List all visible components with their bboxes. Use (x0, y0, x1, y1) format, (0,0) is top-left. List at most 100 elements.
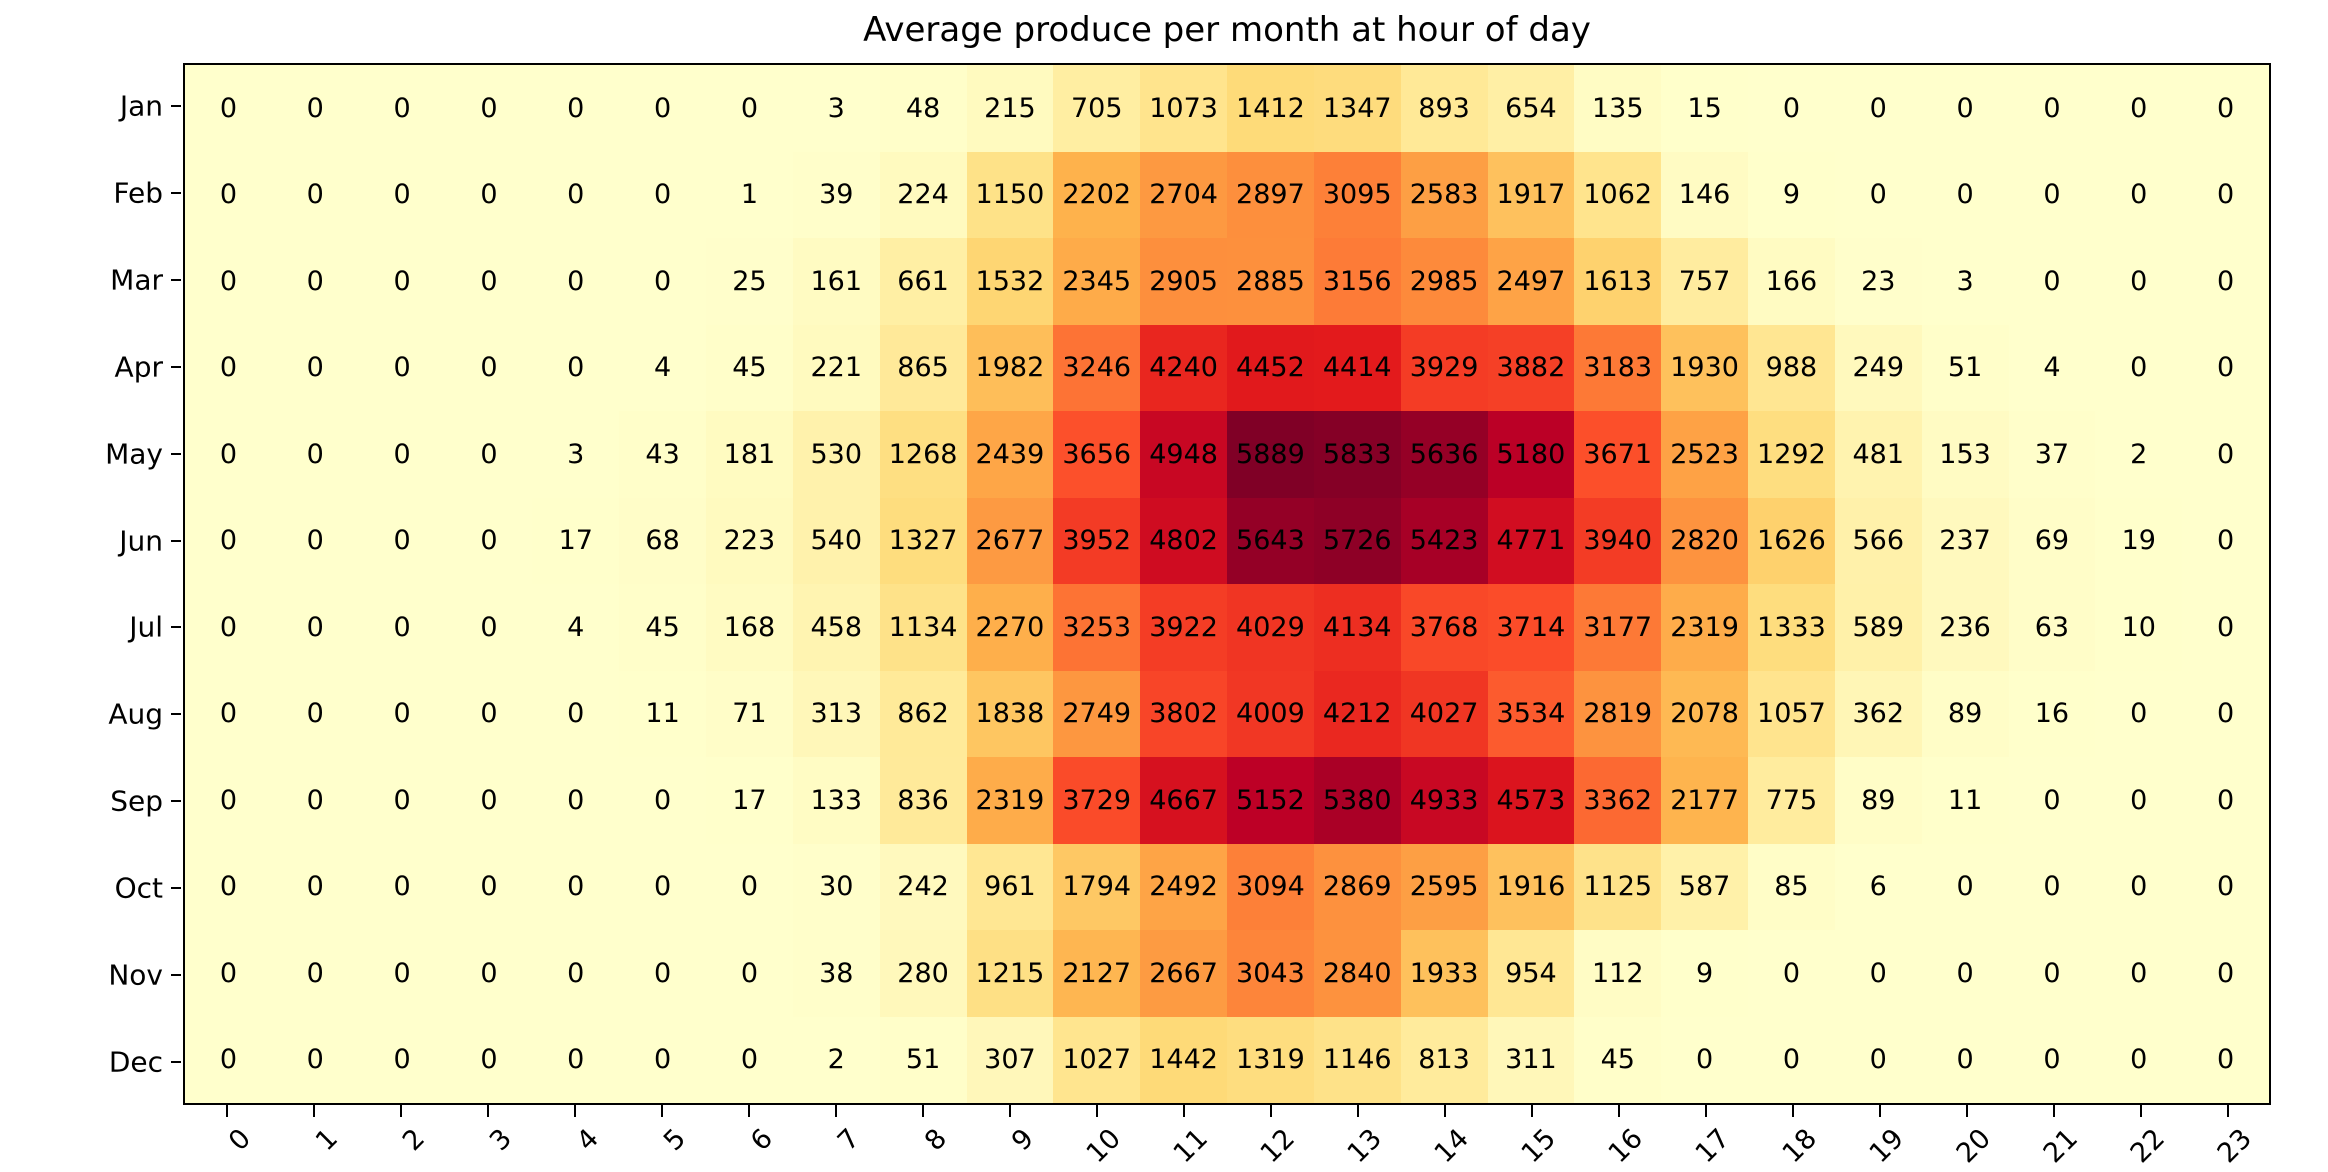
heatmap-cell: 0 (2095, 65, 2183, 152)
y-tick-label: Jun (119, 524, 163, 558)
heatmap-cell: 2319 (966, 757, 1054, 844)
heatmap-cell: 0 (2095, 151, 2183, 238)
x-tick-label: 4 (570, 1123, 605, 1158)
heatmap-cell: 69 (2008, 497, 2096, 584)
heatmap-cell: 221 (792, 324, 880, 411)
heatmap-cell: 3656 (1053, 411, 1141, 498)
heatmap-cell: 0 (445, 930, 533, 1017)
x-tick-label: 17 (1689, 1123, 1736, 1170)
heatmap-cell: 0 (2182, 843, 2269, 930)
heatmap-cell: 3 (792, 65, 880, 152)
heatmap-cell: 43 (619, 411, 706, 498)
heatmap-cell: 4029 (1227, 584, 1314, 671)
heatmap-cell: 0 (619, 238, 706, 325)
heatmap-cell: 0 (185, 1016, 272, 1103)
heatmap-cell: 4948 (1140, 411, 1227, 498)
heatmap-cell: 0 (706, 65, 793, 152)
heatmap-cell: 0 (271, 843, 359, 930)
heatmap-cell: 161 (792, 238, 880, 325)
heatmap-cell: 865 (879, 324, 967, 411)
heatmap-cell: 0 (706, 843, 793, 930)
heatmap-cell: 5152 (1227, 757, 1314, 844)
heatmap-cell: 0 (706, 1016, 793, 1103)
heatmap-cell: 0 (2182, 65, 2269, 152)
x-tick-label: 12 (1254, 1123, 1301, 1170)
heatmap-cell: 168 (706, 584, 793, 671)
heatmap-cell: 0 (1661, 1016, 1748, 1103)
heatmap-cell: 166 (1748, 238, 1835, 325)
heatmap-cell: 2 (2095, 411, 2183, 498)
heatmap-cell: 0 (2095, 324, 2183, 411)
heatmap-cell: 4667 (1140, 757, 1227, 844)
heatmap-cell: 2345 (1053, 238, 1141, 325)
y-tick-mark (171, 973, 181, 976)
x-tick-mark (1617, 1105, 1620, 1117)
heatmap-cell: 4240 (1140, 324, 1227, 411)
heatmap-cell: 39 (792, 151, 880, 238)
heatmap-cell: 3768 (1400, 584, 1488, 671)
x-tick-mark (1356, 1105, 1359, 1117)
heatmap-cell: 540 (792, 497, 880, 584)
heatmap-cell: 654 (1487, 65, 1575, 152)
heatmap-cell: 1268 (879, 411, 967, 498)
heatmap-cell: 0 (619, 757, 706, 844)
heatmap-cell: 0 (185, 757, 272, 844)
heatmap-cell: 3156 (1313, 238, 1401, 325)
heatmap-cell: 2270 (966, 584, 1054, 671)
heatmap-cell: 2177 (1661, 757, 1748, 844)
heatmap-cell: 0 (358, 584, 446, 671)
heatmap-cell: 0 (706, 930, 793, 1017)
heatmap-cell: 4212 (1313, 670, 1401, 757)
heatmap-cell: 5423 (1400, 497, 1488, 584)
heatmap-cell: 3246 (1053, 324, 1141, 411)
heatmap-cell: 1 (706, 151, 793, 238)
heatmap-cell: 3929 (1400, 324, 1488, 411)
heatmap-cell: 0 (445, 65, 533, 152)
heatmap-cell: 2819 (1574, 670, 1662, 757)
heatmap-cell: 9 (1748, 151, 1835, 238)
heatmap-cell: 242 (879, 843, 967, 930)
heatmap-cell: 45 (1574, 1016, 1662, 1103)
heatmap-cell: 587 (1661, 843, 1748, 930)
heatmap-cell: 0 (1748, 930, 1835, 1017)
heatmap-grid: 0 0 0 0 0 0 0 3 48 215 705 1073 1412 1347 893 654 135 15 0… (183, 63, 2271, 1105)
heatmap-cell: 1626 (1748, 497, 1835, 584)
heatmap-cell: 2583 (1400, 151, 1488, 238)
heatmap-cell: 0 (185, 843, 272, 930)
heatmap-cell: 0 (1748, 65, 1835, 152)
heatmap-cell: 0 (532, 151, 620, 238)
heatmap-cell: 0 (532, 324, 620, 411)
heatmap-cell: 5380 (1313, 757, 1401, 844)
heatmap-cell: 4933 (1400, 757, 1488, 844)
heatmap-cell: 2749 (1053, 670, 1141, 757)
heatmap-cell: 45 (706, 324, 793, 411)
heatmap-cell: 0 (358, 411, 446, 498)
heatmap-cell: 68 (619, 497, 706, 584)
heatmap-cell: 0 (358, 497, 446, 584)
y-tick-label: Oct (114, 871, 163, 905)
heatmap-cell: 0 (2182, 584, 2269, 671)
heatmap-cell: 566 (1834, 497, 1922, 584)
heatmap-cell: 1917 (1487, 151, 1575, 238)
x-tick-label: 19 (1863, 1123, 1910, 1170)
heatmap-cell: 0 (271, 584, 359, 671)
heatmap-cell: 0 (271, 238, 359, 325)
y-tick-mark (171, 365, 181, 368)
heatmap-cell: 0 (532, 757, 620, 844)
heatmap-cell: 0 (185, 411, 272, 498)
x-tick-mark (1704, 1105, 1707, 1117)
heatmap-cell: 3183 (1574, 324, 1662, 411)
heatmap-cell: 3253 (1053, 584, 1141, 671)
x-tick-mark (2139, 1105, 2142, 1117)
heatmap-cell: 236 (1921, 584, 2009, 671)
heatmap-cell: 0 (2008, 930, 2096, 1017)
heatmap-cell: 135 (1574, 65, 1662, 152)
heatmap-cell: 2319 (1661, 584, 1748, 671)
x-tick-mark (2226, 1105, 2229, 1117)
heatmap-cell: 0 (2008, 757, 2096, 844)
heatmap-cell: 9 (1661, 930, 1748, 1017)
y-tick-mark (171, 626, 181, 629)
heatmap-cell: 0 (619, 843, 706, 930)
heatmap-cell: 705 (1053, 65, 1141, 152)
heatmap-cell: 0 (358, 1016, 446, 1103)
